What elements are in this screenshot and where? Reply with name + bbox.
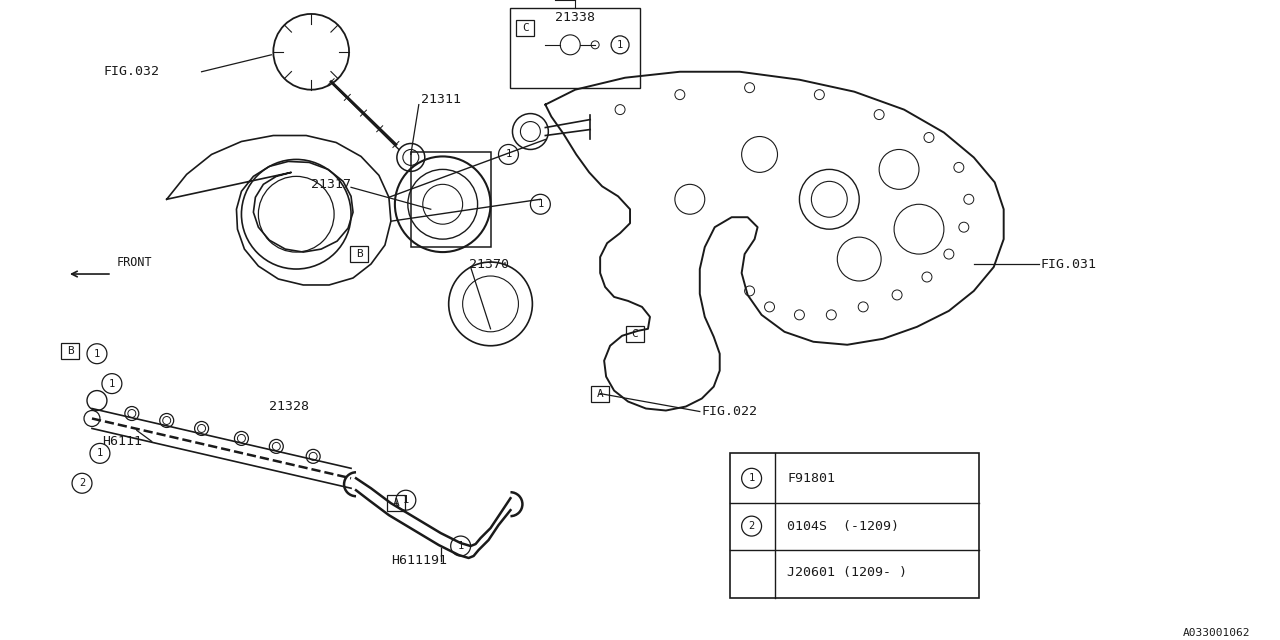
Bar <box>349 246 367 262</box>
Text: 0104S  (-1209): 0104S (-1209) <box>787 520 900 532</box>
Text: FIG.031: FIG.031 <box>1041 257 1097 271</box>
Bar <box>61 343 79 358</box>
Text: A: A <box>393 498 399 508</box>
Text: 1: 1 <box>506 150 512 159</box>
Text: 1: 1 <box>93 349 100 359</box>
Bar <box>411 152 490 247</box>
Text: FIG.032: FIG.032 <box>104 65 160 78</box>
Text: 21338: 21338 <box>556 12 595 24</box>
Text: A033001062: A033001062 <box>1183 628 1251 637</box>
Text: C: C <box>631 329 639 339</box>
Text: B: B <box>67 346 73 356</box>
Text: 1: 1 <box>97 449 104 458</box>
Text: 2: 2 <box>79 478 86 488</box>
Text: H6111: H6111 <box>102 435 142 448</box>
Text: 21370: 21370 <box>468 257 508 271</box>
Text: 1: 1 <box>457 541 463 551</box>
Text: 21311: 21311 <box>421 93 461 106</box>
Text: 2: 2 <box>749 521 755 531</box>
Bar <box>511 8 640 88</box>
Text: 1: 1 <box>538 199 544 209</box>
Bar <box>626 326 644 342</box>
Text: B: B <box>356 249 362 259</box>
Text: 1: 1 <box>617 40 623 50</box>
Text: A: A <box>596 388 603 399</box>
Text: J20601 (1209- ): J20601 (1209- ) <box>787 566 908 579</box>
Text: 1: 1 <box>403 495 410 505</box>
Text: C: C <box>522 23 529 33</box>
Text: FIG.022: FIG.022 <box>701 405 758 418</box>
Bar <box>387 495 404 511</box>
Text: FRONT: FRONT <box>116 255 152 269</box>
Text: H611191: H611191 <box>390 554 447 568</box>
Bar <box>516 20 534 36</box>
Bar <box>730 453 979 598</box>
Text: 21317: 21317 <box>311 178 351 191</box>
Text: 1: 1 <box>749 473 755 483</box>
Text: 21328: 21328 <box>269 400 310 413</box>
Text: F91801: F91801 <box>787 472 836 484</box>
Bar <box>591 386 609 401</box>
Text: 1: 1 <box>109 379 115 388</box>
